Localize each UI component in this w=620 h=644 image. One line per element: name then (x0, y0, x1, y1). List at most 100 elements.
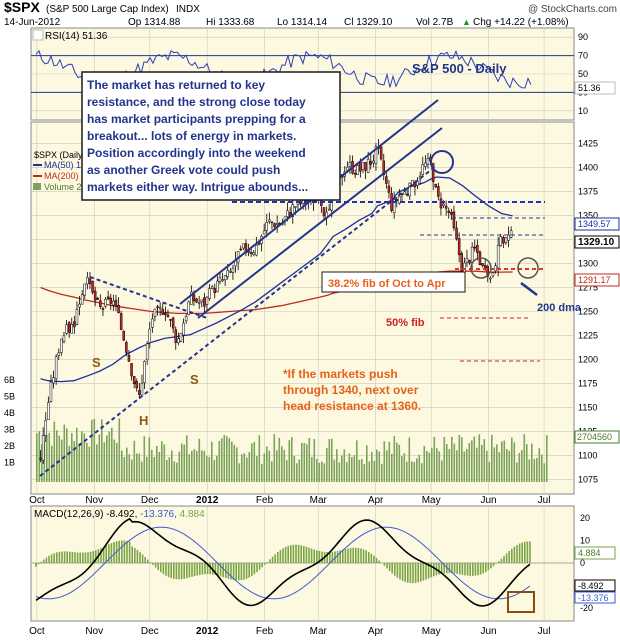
volume-bar (358, 459, 361, 482)
price-tick-label: 1350 (578, 210, 598, 220)
volume-bar (343, 449, 346, 482)
volume-bar (233, 444, 236, 482)
macd-tick-label: -20 (580, 603, 593, 613)
volume-bar (303, 443, 306, 482)
candle-body (140, 382, 144, 396)
volume-bar (523, 434, 526, 482)
candle-body (166, 314, 170, 318)
macd-hist-bar (357, 547, 360, 563)
volume-bar (96, 444, 98, 482)
macd-hist-bar (121, 540, 123, 563)
volume-bar (111, 427, 113, 482)
macd-hist-bar (355, 547, 357, 563)
resistance-note-line-1: *If the markets push (283, 367, 398, 381)
macd-hist-bar (71, 551, 74, 563)
volume-bar (191, 450, 193, 482)
dma-label: 200 dma (537, 302, 582, 314)
macd-hist-bar (204, 563, 206, 575)
macd-crossover-box (507, 591, 535, 613)
candle-body (398, 195, 401, 204)
macd-hist-bar (284, 546, 287, 563)
price-tick-label: 1300 (578, 258, 598, 268)
price-tick-label: 1225 (578, 331, 598, 341)
macd-hist-bar (492, 563, 495, 567)
macd-hist-bar (383, 563, 386, 566)
volume-bar (488, 461, 491, 482)
candle-body (457, 238, 461, 256)
volume-bar (281, 446, 283, 482)
volume-bar (81, 431, 83, 482)
volume-bar (483, 439, 486, 482)
volume-bar (48, 432, 51, 482)
macd-hist-bar (199, 563, 201, 575)
candle-body (169, 319, 172, 321)
x-tick-label: Jun (480, 495, 496, 506)
volume-bar (338, 462, 341, 482)
candle-body (431, 163, 435, 182)
volume-bar (426, 450, 428, 482)
volume-bar (468, 442, 471, 482)
candle-body (369, 161, 373, 165)
candle-body (114, 299, 118, 307)
volume-bar (171, 450, 173, 482)
candle-body (218, 277, 222, 282)
candle-body (496, 244, 500, 269)
candle-body (252, 252, 256, 255)
candle-body (57, 352, 61, 356)
macd-panel (30, 505, 575, 622)
macd-hist-bar (261, 563, 263, 568)
legend-ma50: MA(50) 1349.57 (44, 160, 109, 170)
change: Chg +14.22 (+1.08%) (473, 17, 569, 28)
macd-hist-bar (303, 545, 305, 563)
volume-bar (68, 445, 71, 482)
macd-hist-bar (165, 563, 167, 576)
macd-hist-bar (269, 559, 271, 563)
volume-bar (251, 443, 253, 482)
macd-hist-bar (193, 563, 196, 577)
volume-bar (156, 445, 158, 482)
volume-bar (131, 459, 133, 482)
price-tick-label: 1175 (578, 379, 597, 389)
volume-bar (373, 460, 376, 482)
macd-hist-bar (368, 551, 370, 563)
volume-bar (508, 450, 511, 482)
hs-right-shoulder: S (190, 372, 199, 387)
ma50-value: 1349.57 (578, 219, 611, 229)
macd-hist-bar (365, 550, 367, 563)
volume-bar (533, 458, 536, 482)
macd-hist-bar (508, 550, 510, 563)
volume-bar (501, 441, 503, 482)
candle-body (132, 376, 136, 384)
macd-hist-bar (453, 563, 456, 574)
volume-bar (531, 443, 533, 482)
macd-hist-bar (201, 563, 204, 575)
candle-body (41, 435, 45, 461)
volume-bar (61, 439, 63, 482)
macd-hist-bar (352, 547, 354, 563)
candle-body (421, 164, 425, 175)
candle-body (450, 212, 453, 215)
volume-bar (46, 434, 48, 482)
candle-body (210, 286, 214, 289)
volume-bar (166, 459, 168, 482)
macd-hist-bar (217, 563, 219, 576)
macd-value: -8.492 (578, 581, 604, 591)
candle-body (473, 246, 477, 249)
candle-body (91, 280, 94, 293)
volume-bar (276, 450, 278, 482)
candle-body (294, 206, 297, 208)
candle-body (52, 377, 55, 384)
candle-body (356, 165, 360, 175)
volume-bar (208, 456, 211, 482)
volume-bar (348, 453, 351, 482)
macd-hist-bar (388, 563, 391, 571)
volume-bar (541, 454, 543, 482)
candle-body (424, 162, 427, 167)
macd-hist-bar (290, 545, 292, 563)
candle-body (470, 246, 474, 263)
macd-hist-bar (40, 561, 42, 563)
candle-body (231, 267, 235, 273)
macd-hist-bar (277, 551, 279, 563)
exchange: INDX (176, 4, 200, 15)
macd-hist-bar (417, 563, 419, 583)
